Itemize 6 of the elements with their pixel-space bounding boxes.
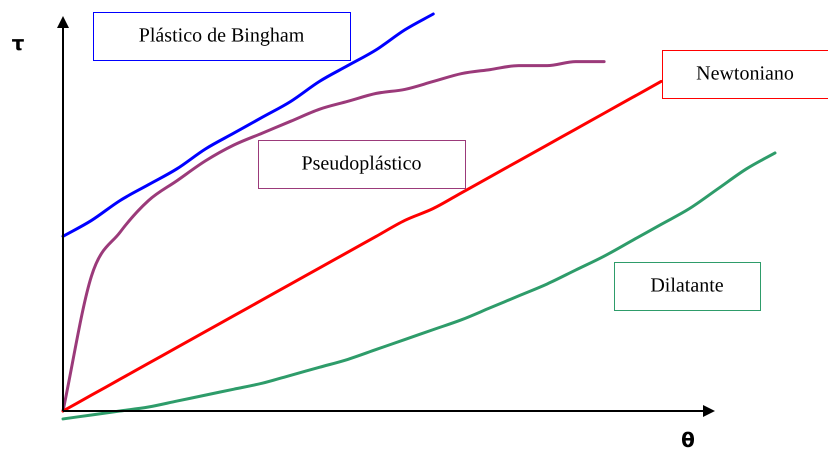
- x-axis-title: θ: [681, 428, 695, 452]
- series-label: Pseudoplástico: [302, 152, 422, 174]
- series-label: Plástico de Bingham: [138, 24, 305, 46]
- series-label: Newtoniano: [696, 62, 794, 84]
- y-axis-title: τ: [12, 31, 25, 56]
- series-label: Dilatante: [650, 274, 724, 296]
